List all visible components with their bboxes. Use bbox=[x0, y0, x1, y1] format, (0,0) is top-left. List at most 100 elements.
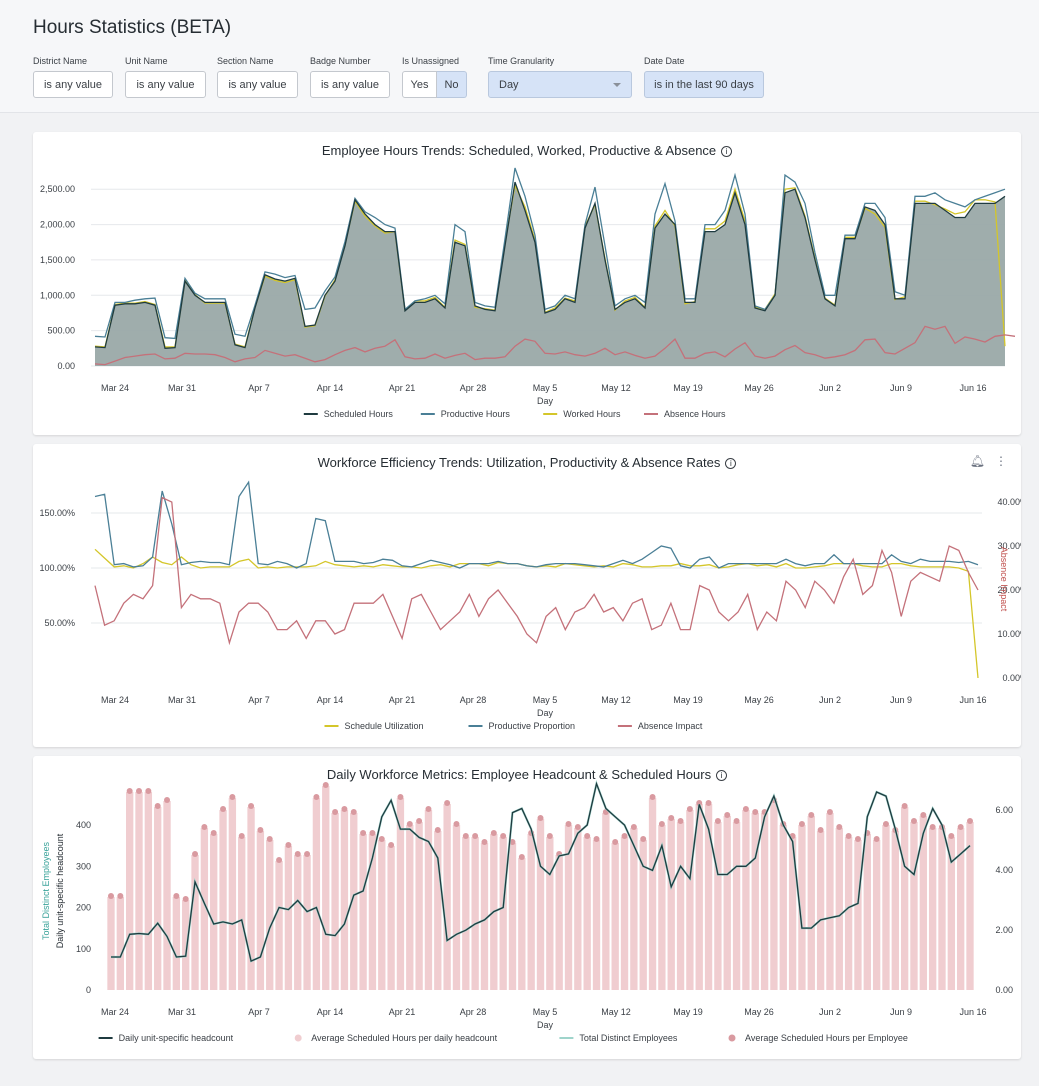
bar-avg-scheduled-hours bbox=[210, 834, 218, 990]
bar-avg-scheduled-hours bbox=[611, 843, 619, 990]
y-tick-label-right: 40.00% bbox=[997, 497, 1021, 507]
dot-avg-hours-per-employee bbox=[714, 818, 721, 824]
more-menu-icon[interactable]: ⋮ bbox=[995, 454, 1007, 468]
unassigned-yes-button[interactable]: Yes bbox=[402, 71, 437, 98]
y-tick-label-left: 150.00% bbox=[39, 508, 75, 518]
y-tick-label-right: 6.00 bbox=[995, 805, 1013, 815]
y-axis-title-right: Absence Impact bbox=[999, 547, 1009, 612]
bar-avg-scheduled-hours bbox=[443, 804, 451, 990]
dot-avg-hours-per-employee bbox=[873, 836, 880, 842]
dot-avg-hours-per-employee bbox=[154, 803, 161, 809]
chart-title: Workforce Efficiency Trends: Utilization… bbox=[33, 455, 1021, 470]
dot-avg-hours-per-employee bbox=[369, 830, 376, 836]
dot-avg-hours-per-employee bbox=[444, 800, 451, 806]
alert-bell-icon[interactable]: 🔔︎ bbox=[969, 454, 985, 468]
bar-avg-scheduled-hours bbox=[312, 798, 321, 990]
bar-avg-scheduled-hours bbox=[228, 798, 237, 990]
bar-avg-scheduled-hours bbox=[602, 813, 610, 990]
unit-name-filter-input[interactable]: is any value bbox=[125, 71, 206, 98]
dot-avg-hours-per-employee bbox=[276, 857, 283, 863]
dot-avg-hours-per-employee bbox=[434, 827, 441, 833]
bar-avg-scheduled-hours bbox=[471, 837, 479, 990]
x-tick-label: May 26 bbox=[744, 383, 774, 393]
dot-avg-hours-per-employee bbox=[313, 794, 320, 800]
series-line-absence-impact bbox=[94, 496, 979, 646]
dot-avg-hours-per-employee bbox=[929, 824, 936, 830]
info-icon[interactable]: i bbox=[725, 458, 737, 469]
bar-avg-scheduled-hours bbox=[826, 813, 834, 990]
dot-avg-hours-per-employee bbox=[593, 836, 600, 842]
dot-avg-hours-per-employee bbox=[397, 794, 404, 800]
dot-avg-hours-per-employee bbox=[658, 821, 665, 827]
legend-label: Worked Hours bbox=[563, 409, 621, 419]
dot-avg-hours-per-employee bbox=[845, 833, 852, 839]
y-tick-label-left: 0 bbox=[86, 985, 91, 995]
time-granularity-select[interactable]: Day bbox=[488, 71, 632, 98]
time-granularity-value: Day bbox=[499, 78, 519, 91]
dot-avg-hours-per-employee bbox=[808, 812, 815, 818]
dot-avg-hours-per-employee bbox=[490, 830, 497, 836]
bar-avg-scheduled-hours bbox=[182, 900, 190, 990]
bar-avg-scheduled-hours bbox=[583, 837, 591, 990]
bar-avg-scheduled-hours bbox=[396, 798, 405, 990]
x-tick-label: Mar 31 bbox=[168, 1007, 196, 1017]
bar-avg-scheduled-hours bbox=[536, 819, 545, 990]
dot-avg-hours-per-employee bbox=[509, 839, 516, 845]
unassigned-no-button[interactable]: No bbox=[437, 71, 467, 98]
bar-avg-scheduled-hours bbox=[135, 792, 143, 990]
date-filter-input[interactable]: is in the last 90 days bbox=[644, 71, 764, 98]
dot-avg-hours-per-employee bbox=[612, 839, 619, 845]
bar-avg-scheduled-hours bbox=[154, 807, 162, 990]
page-title: Hours Statistics (BETA) bbox=[33, 17, 232, 38]
chart-title: Employee Hours Trends: Scheduled, Worked… bbox=[33, 143, 1021, 158]
dot-avg-hours-per-employee bbox=[238, 833, 245, 839]
filter-is-unassigned: Is Unassigned Yes No bbox=[402, 56, 467, 98]
dot-avg-hours-per-employee bbox=[285, 842, 292, 848]
dot-avg-hours-per-employee bbox=[164, 797, 171, 803]
x-tick-label: Jun 9 bbox=[890, 695, 912, 705]
bar-avg-scheduled-hours bbox=[938, 828, 946, 990]
section-name-filter-input[interactable]: is any value bbox=[217, 71, 298, 98]
bar-avg-scheduled-hours bbox=[126, 792, 134, 990]
bar-avg-scheduled-hours bbox=[303, 855, 311, 990]
x-tick-label: Jun 2 bbox=[819, 383, 841, 393]
chart-title-text: Employee Hours Trends: Scheduled, Worked… bbox=[321, 143, 717, 158]
x-tick-label: Apr 14 bbox=[317, 383, 344, 393]
badge-number-filter-input[interactable]: is any value bbox=[310, 71, 390, 98]
dot-avg-hours-per-employee bbox=[472, 833, 479, 839]
x-tick-label: Apr 28 bbox=[460, 1007, 487, 1017]
workforce-metrics-chart: 0 100 200 300 400 0.00 2.00 4.00 6.00 Total Disti… bbox=[41, 779, 1013, 1043]
dot-avg-hours-per-employee bbox=[406, 821, 413, 827]
dot-avg-hours-per-employee bbox=[910, 818, 917, 824]
legend-swatch bbox=[294, 1034, 302, 1042]
filter-label: Badge Number bbox=[310, 56, 371, 66]
info-icon[interactable]: i bbox=[716, 770, 728, 781]
bar-avg-scheduled-hours bbox=[891, 831, 899, 990]
legend-label: Absence Hours bbox=[664, 409, 726, 419]
bar-avg-scheduled-hours bbox=[919, 816, 927, 990]
legend-swatch bbox=[728, 1034, 736, 1042]
dot-avg-hours-per-employee bbox=[341, 806, 348, 812]
x-tick-label: Jun 9 bbox=[890, 383, 912, 393]
info-icon[interactable]: i bbox=[721, 146, 733, 157]
dot-avg-hours-per-employee bbox=[192, 851, 199, 857]
legend-label: Average Scheduled Hours per Employee bbox=[745, 1033, 908, 1043]
legend-label: Daily unit-specific headcount bbox=[119, 1033, 234, 1043]
bar-avg-scheduled-hours bbox=[359, 834, 367, 990]
series-line-absence-hours bbox=[94, 325, 1016, 366]
x-tick-label: May 26 bbox=[744, 695, 774, 705]
chevron-down-icon bbox=[613, 82, 621, 87]
bar-avg-scheduled-hours bbox=[807, 816, 815, 990]
bar-avg-scheduled-hours bbox=[574, 828, 582, 990]
bar-avg-scheduled-hours bbox=[518, 858, 526, 990]
dot-avg-hours-per-employee bbox=[248, 803, 255, 809]
x-axis-title: Day bbox=[537, 708, 554, 718]
bar-avg-scheduled-hours bbox=[863, 834, 871, 990]
legend-label: Productive Proportion bbox=[489, 721, 576, 731]
x-tick-label: Apr 28 bbox=[460, 695, 487, 705]
bar-avg-scheduled-hours bbox=[200, 828, 209, 990]
x-tick-label: Mar 24 bbox=[101, 1007, 129, 1017]
district-name-filter-input[interactable]: is any value bbox=[33, 71, 113, 98]
bar-avg-scheduled-hours bbox=[872, 840, 881, 990]
dot-avg-hours-per-employee bbox=[901, 803, 908, 809]
